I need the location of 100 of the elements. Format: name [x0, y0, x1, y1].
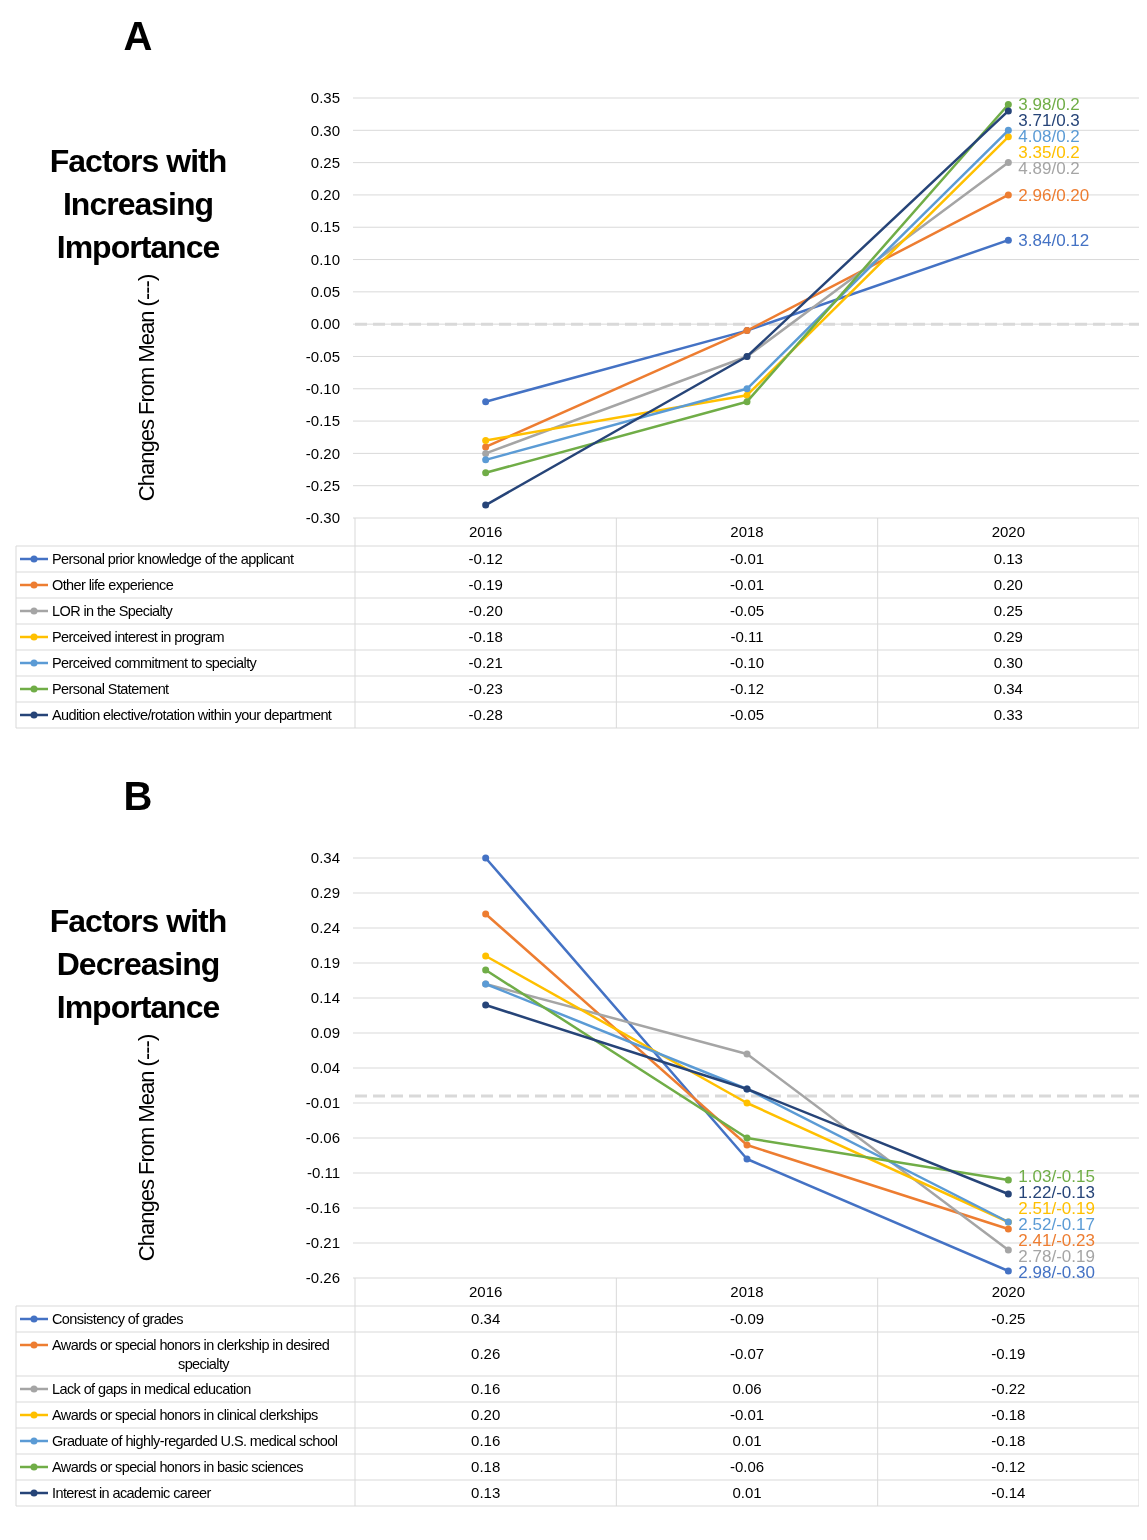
data-label: 0.16 [471, 1380, 501, 1397]
point [482, 436, 490, 444]
x-tick-label: 2016 [468, 523, 503, 540]
data-label: -0.01 [729, 1406, 765, 1423]
point [1004, 1176, 1012, 1184]
data-label: -0.12 [729, 680, 765, 697]
data-label: 0.26 [471, 1345, 501, 1362]
data-label: -0.11 [730, 628, 764, 645]
point [1004, 133, 1012, 141]
y-tick-label: 0.24 [310, 919, 340, 937]
point [1004, 126, 1012, 134]
data-label: -0.07 [729, 1345, 765, 1362]
point [1004, 107, 1012, 115]
data-label: -0.12 [991, 1458, 1026, 1475]
y-tick-label: -0.20 [305, 444, 340, 462]
point [1004, 236, 1012, 244]
point [482, 469, 490, 477]
y-tick-label: 0.34 [310, 849, 340, 867]
y-tick-label: -0.25 [305, 476, 340, 494]
point [743, 1099, 751, 1107]
point [482, 449, 490, 457]
point [1004, 1225, 1012, 1233]
y-tick-label: 0.20 [310, 186, 340, 204]
point [743, 385, 751, 393]
legend-label: Awards or special honors in basic sciences [52, 1459, 304, 1475]
point [482, 1001, 490, 1009]
y-tick-label: -0.11 [306, 1164, 340, 1182]
data-label: 0.16 [471, 1432, 501, 1449]
data-label: -0.22 [991, 1380, 1026, 1397]
data-label: -0.28 [468, 706, 503, 723]
data-label: 0.13 [471, 1484, 501, 1501]
point [482, 910, 490, 918]
data-label: 0.20 [471, 1406, 501, 1423]
y-tick-label: 0.25 [310, 153, 340, 171]
point [743, 1134, 751, 1142]
y-axis-title: Changes From Mean (---) [134, 274, 159, 502]
data-label: -0.12 [468, 550, 503, 567]
point [1004, 1190, 1012, 1198]
y-tick-label: -0.21 [305, 1234, 340, 1252]
data-label: 0.34 [471, 1310, 501, 1327]
y-tick-label: 0.00 [310, 315, 340, 333]
y-tick-label: -0.05 [305, 347, 340, 365]
point [482, 398, 490, 406]
legend-label: Interest in academic career [52, 1485, 212, 1501]
data-label: -0.21 [468, 654, 503, 671]
data-label: 0.29 [993, 628, 1023, 645]
point [743, 398, 751, 406]
data-label: 0.01 [732, 1432, 762, 1449]
point [1004, 100, 1012, 108]
y-tick-label: 0.10 [310, 250, 340, 268]
data-label: -0.18 [468, 628, 503, 645]
data-label: -0.06 [729, 1458, 765, 1475]
data-label: -0.25 [991, 1310, 1026, 1327]
point [743, 1050, 751, 1058]
data-label: -0.18 [991, 1406, 1026, 1423]
y-tick-label: 0.30 [310, 121, 340, 139]
y-tick-label: 0.19 [310, 954, 340, 972]
y-tick-label: 0.15 [310, 218, 340, 236]
legend-label: Graduate of highly-regarded U.S. medical school [52, 1433, 338, 1449]
annotation: 3.84/0.12 [1018, 231, 1090, 251]
data-label: -0.01 [729, 576, 765, 593]
point [482, 456, 490, 464]
point [1004, 191, 1012, 199]
x-tick-label: 2018 [730, 1283, 764, 1300]
point [1004, 1267, 1012, 1275]
annotation: 2.96/0.20 [1018, 185, 1090, 205]
legend-label: Personal Statement [52, 681, 170, 697]
y-tick-label: 0.04 [310, 1059, 340, 1077]
point [482, 952, 490, 960]
legend-label: Audition elective/rotation within your department [52, 707, 332, 723]
y-tick-label: -0.01 [305, 1094, 340, 1112]
data-label: -0.23 [468, 680, 503, 697]
data-label: 0.06 [732, 1380, 762, 1397]
point [482, 966, 490, 974]
data-label: -0.01 [729, 550, 765, 567]
data-label: -0.05 [729, 602, 765, 619]
chart-title: A [123, 14, 153, 58]
x-tick-label: 2016 [468, 1283, 503, 1300]
point [1004, 1246, 1012, 1254]
y-axis-title: Changes From Mean (---) [134, 1034, 159, 1262]
y-tick-label: -0.30 [305, 509, 340, 527]
y-tick-label: -0.26 [305, 1269, 340, 1287]
point [482, 501, 490, 509]
y-tick-label: 0.35 [310, 89, 340, 107]
text: Factors with Increasing Importance [49, 143, 227, 265]
y-tick-label: 0.09 [310, 1024, 340, 1042]
y-tick-label: -0.15 [305, 412, 340, 430]
data-label: 0.30 [993, 654, 1023, 671]
y-tick-label: -0.10 [305, 380, 340, 398]
point [482, 854, 490, 862]
data-label: -0.19 [468, 576, 503, 593]
y-tick-label: -0.16 [305, 1199, 340, 1217]
point [743, 1141, 751, 1149]
data-label: -0.10 [729, 654, 765, 671]
legend-label: Personal prior knowledge of the applicant [52, 551, 294, 567]
data-label: 0.33 [993, 706, 1023, 723]
data-label: 0.34 [993, 680, 1023, 697]
x-tick-label: 2018 [730, 523, 764, 540]
data-label: -0.05 [729, 706, 765, 723]
text: Factors with Decreasing Importance [49, 903, 227, 1025]
